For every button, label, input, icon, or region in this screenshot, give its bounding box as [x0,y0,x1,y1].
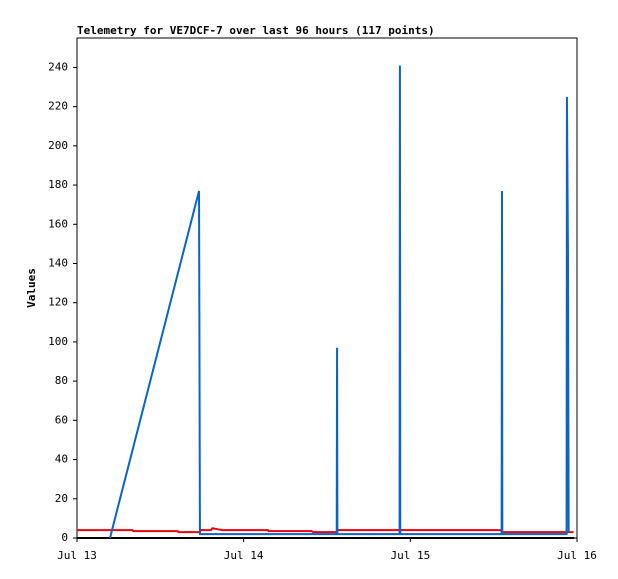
y-tick-label: 0 [61,531,68,544]
y-tick-label: 200 [48,139,68,152]
y-tick-label: 120 [48,296,68,309]
y-tick-label: 220 [48,100,68,113]
chart-title: Telemetry for VE7DCF-7 over last 96 hour… [77,24,435,37]
y-tick-label: 100 [48,335,68,348]
x-tick-label: Jul 15 [390,549,430,562]
y-tick-label: 40 [55,453,68,466]
y-tick-label: 240 [48,60,68,73]
x-tick-label: Jul 16 [557,549,597,562]
y-tick-label: 20 [55,492,68,505]
y-axis-label: Values [25,268,38,308]
x-tick-label: Jul 13 [57,549,97,562]
y-tick-label: 80 [55,374,68,387]
data-line [109,65,570,539]
y-tick-label: 160 [48,217,68,230]
y-tick-label: 180 [48,178,68,191]
x-tick-label: Jul 14 [224,549,264,562]
y-tick-label: 140 [48,256,68,269]
y-tick-label: 60 [55,413,68,426]
